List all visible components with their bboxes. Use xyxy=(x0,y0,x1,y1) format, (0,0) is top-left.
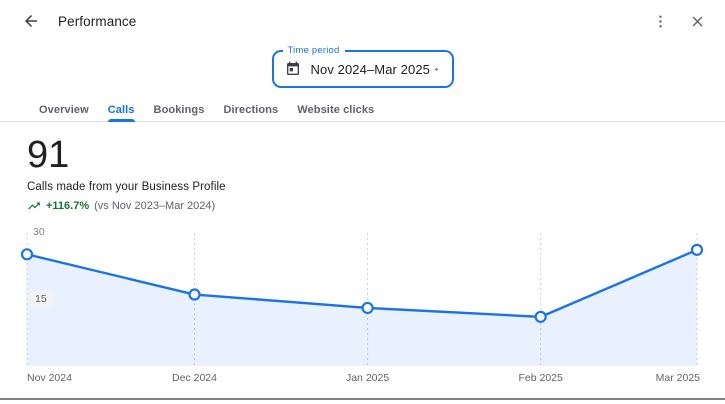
tab-website-clicks[interactable]: Website clicks xyxy=(297,99,374,121)
kebab-menu-icon xyxy=(652,13,669,30)
trending-up-icon xyxy=(28,202,40,210)
data-point-dec-2024[interactable] xyxy=(188,288,201,301)
chart-plot xyxy=(20,233,704,366)
x-tick-jan-2025: Jan 2025 xyxy=(345,372,390,384)
y-tick-15: 15 xyxy=(28,290,54,308)
arrow-left-icon xyxy=(22,12,40,30)
x-tick-mar-2025: Mar 2025 xyxy=(655,372,700,384)
page-title: Performance xyxy=(58,13,137,29)
header: Performance xyxy=(0,0,725,42)
data-point-mar-2025[interactable] xyxy=(690,243,704,256)
metric-comparison: (vs Nov 2023–Mar 2024) xyxy=(94,200,216,212)
back-button[interactable] xyxy=(19,9,43,33)
metric-section: 91 Calls made from your Business Profile… xyxy=(0,134,725,213)
y-tick-30: 30 xyxy=(33,226,45,238)
trend-row: +116.7% (vs Nov 2023–Mar 2024) xyxy=(27,199,725,213)
time-period-section: Time period Nov 2024–Mar 2025 xyxy=(0,42,725,88)
calls-chart: 15 30 Nov 2024 Dec 2024 Jan 2025 Feb 2025 Mar … xyxy=(0,225,725,385)
metric-description: Calls made from your Business Profile xyxy=(27,181,226,193)
calendar-icon xyxy=(286,61,299,75)
data-point-feb-2025[interactable] xyxy=(534,310,547,323)
x-tick-dec-2024: Dec 2024 xyxy=(172,372,217,384)
window-bottom-edge xyxy=(0,398,725,400)
close-button[interactable] xyxy=(685,9,709,33)
data-point-jan-2025[interactable] xyxy=(361,301,374,315)
tab-directions[interactable]: Directions xyxy=(223,99,278,121)
time-period-label: Time period xyxy=(282,45,345,56)
data-point-nov-2024[interactable] xyxy=(20,248,34,261)
tab-bookings[interactable]: Bookings xyxy=(154,99,205,121)
metric-change: +116.7% xyxy=(46,200,90,212)
metric-value: 91 xyxy=(27,134,70,176)
x-tick-feb-2025: Feb 2025 xyxy=(518,372,563,384)
close-icon xyxy=(689,13,706,30)
dropdown-arrow-icon xyxy=(433,68,439,71)
tabs: Overview Calls Bookings Directions Website c… xyxy=(0,99,725,122)
x-tick-nov-2024: Nov 2024 xyxy=(27,372,72,384)
time-period-select[interactable]: Time period Nov 2024–Mar 2025 xyxy=(271,45,454,88)
overflow-menu-button[interactable] xyxy=(648,9,672,33)
tab-overview[interactable]: Overview xyxy=(39,99,89,121)
tab-calls[interactable]: Calls xyxy=(107,99,135,122)
time-period-value: Nov 2024–Mar 2025 xyxy=(310,61,430,77)
